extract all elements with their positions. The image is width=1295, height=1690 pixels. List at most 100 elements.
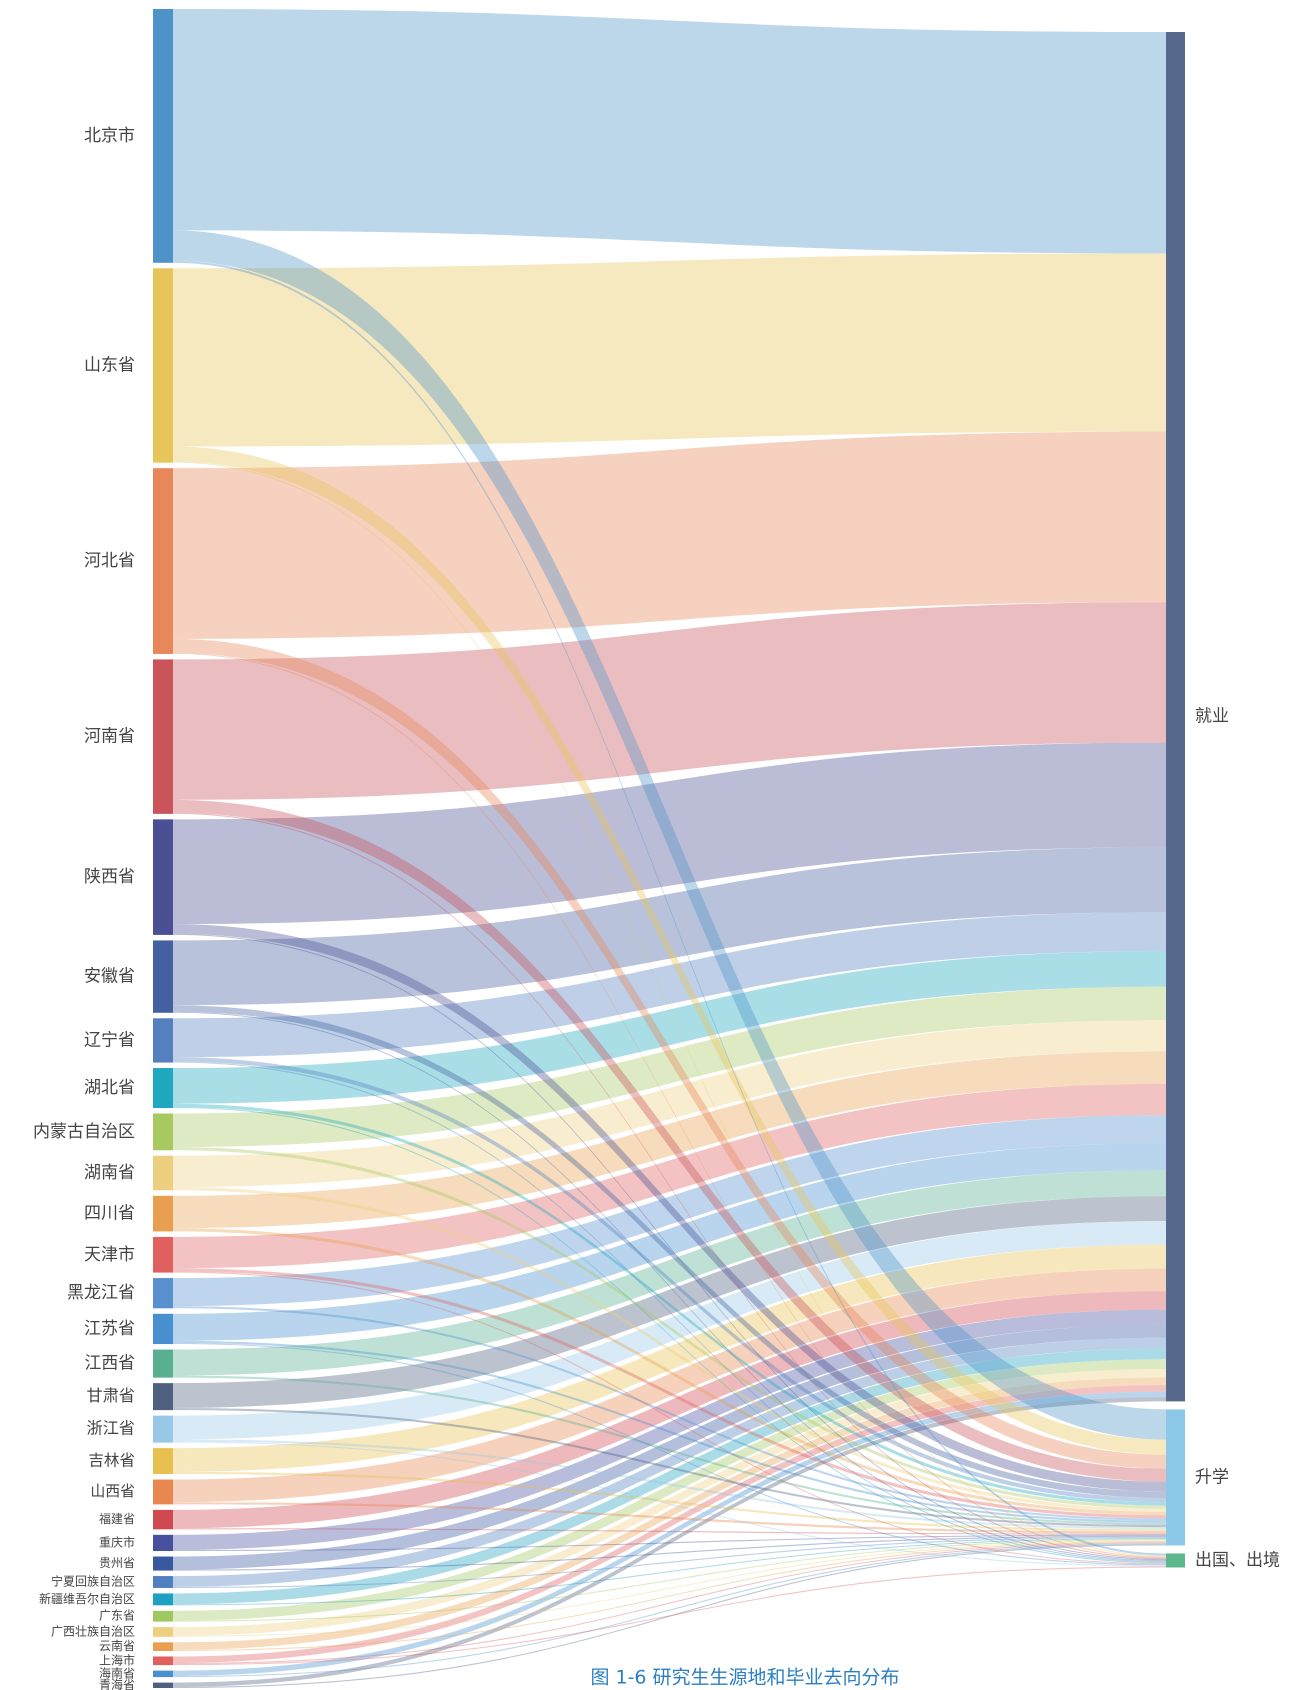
flow: [173, 1051, 1166, 1229]
flow: [173, 446, 1166, 1455]
flow: [173, 742, 1166, 925]
flow: [173, 1348, 1166, 1605]
source-node: [153, 1349, 173, 1378]
source-label: 福建省: [99, 1511, 135, 1526]
source-node: [153, 1670, 173, 1678]
flow: [173, 951, 1166, 1104]
flow: [173, 1306, 1166, 1521]
flow: [173, 1011, 1166, 1562]
flow: [173, 638, 1166, 1469]
flow: [173, 799, 1166, 1482]
source-node: [153, 1682, 173, 1688]
source-label: 江西省: [85, 1353, 135, 1373]
source-node: [153, 1278, 173, 1309]
flow: [173, 253, 1166, 447]
flow: [173, 1368, 1166, 1636]
flow: [173, 1268, 1166, 1519]
flow: [173, 1534, 1166, 1552]
flow: [173, 1540, 1166, 1637]
target-node: [1166, 1553, 1185, 1568]
source-node: [153, 1576, 173, 1588]
flow: [173, 1271, 1166, 1565]
flow: [173, 1083, 1166, 1269]
source-node: [153, 1656, 173, 1666]
source-label: 广西壮族自治区: [51, 1624, 135, 1638]
source-node: [153, 1068, 173, 1109]
source-node: [153, 1383, 173, 1411]
source-node: [153, 1479, 173, 1505]
target-label: 升学: [1195, 1467, 1229, 1487]
flow: [173, 431, 1166, 639]
source-label: 安徽省: [84, 967, 135, 987]
source-label: 内蒙古自治区: [33, 1122, 135, 1142]
flow: [173, 461, 1166, 1557]
flow: [173, 1228, 1166, 1516]
source-node: [153, 940, 173, 1013]
source-label: 浙江省: [86, 1419, 135, 1438]
source-label: 海南省: [99, 1665, 135, 1680]
source-label: 黑龙江省: [67, 1283, 135, 1303]
source-label: 青海省: [99, 1677, 135, 1690]
source-label: 重庆市: [99, 1534, 135, 1549]
source-node: [153, 1534, 173, 1552]
flow: [173, 1020, 1166, 1188]
flow: [173, 1103, 1166, 1506]
source-node: [153, 1627, 173, 1637]
target-label: 出国、出境: [1195, 1550, 1280, 1570]
source-label: 山东省: [84, 355, 135, 375]
flow: [173, 1115, 1166, 1307]
source-label: 江苏省: [84, 1319, 135, 1339]
source-label: 辽宁省: [84, 1030, 135, 1050]
flow: [173, 1535, 1166, 1571]
source-node: [153, 819, 173, 935]
source-label: 河南省: [84, 727, 135, 747]
flow: [173, 1502, 1166, 1534]
flow: [173, 1391, 1166, 1677]
flow: [173, 1221, 1166, 1440]
flow: [173, 1385, 1166, 1663]
flow: [173, 1471, 1166, 1532]
source-node: [153, 1236, 173, 1273]
source-label: 云南省: [99, 1638, 135, 1653]
flow: [173, 260, 1166, 1556]
flow: [173, 1536, 1166, 1588]
source-node: [153, 1415, 173, 1443]
flow: [173, 1538, 1166, 1622]
flow: [173, 230, 1166, 1440]
flow: [173, 1542, 1166, 1665]
source-node: [153, 1556, 173, 1571]
flow: [173, 1397, 1166, 1687]
flow: [173, 1146, 1166, 1509]
source-node: [153, 468, 173, 654]
flow: [173, 912, 1166, 1058]
source-label: 河北省: [84, 551, 135, 571]
flow: [173, 1170, 1166, 1376]
flow: [173, 1359, 1166, 1621]
flow: [173, 1543, 1166, 1678]
source-node: [153, 659, 173, 814]
links: [173, 9, 1166, 1688]
source-label: 湖北省: [84, 1078, 135, 1098]
flow: [173, 1187, 1166, 1512]
flow: [173, 1244, 1166, 1472]
source-label: 陕西省: [84, 867, 135, 887]
flow: [173, 1441, 1166, 1567]
flow: [173, 1342, 1166, 1566]
flow: [173, 652, 1166, 1558]
flow: [173, 1005, 1166, 1498]
source-label: 宁夏回族自治区: [51, 1574, 135, 1589]
flow: [173, 1291, 1166, 1529]
target-label: 就业: [1195, 707, 1229, 727]
flow: [173, 1541, 1166, 1651]
flow: [173, 1268, 1166, 1503]
source-node: [153, 1642, 173, 1651]
flow: [173, 1337, 1166, 1587]
flow: [173, 1439, 1166, 1530]
flow: [173, 933, 1166, 1560]
flow: [173, 1106, 1166, 1564]
source-node: [153, 1448, 173, 1475]
flow: [173, 1566, 1166, 1666]
flow: [173, 1057, 1166, 1503]
source-label: 四川省: [84, 1204, 135, 1224]
